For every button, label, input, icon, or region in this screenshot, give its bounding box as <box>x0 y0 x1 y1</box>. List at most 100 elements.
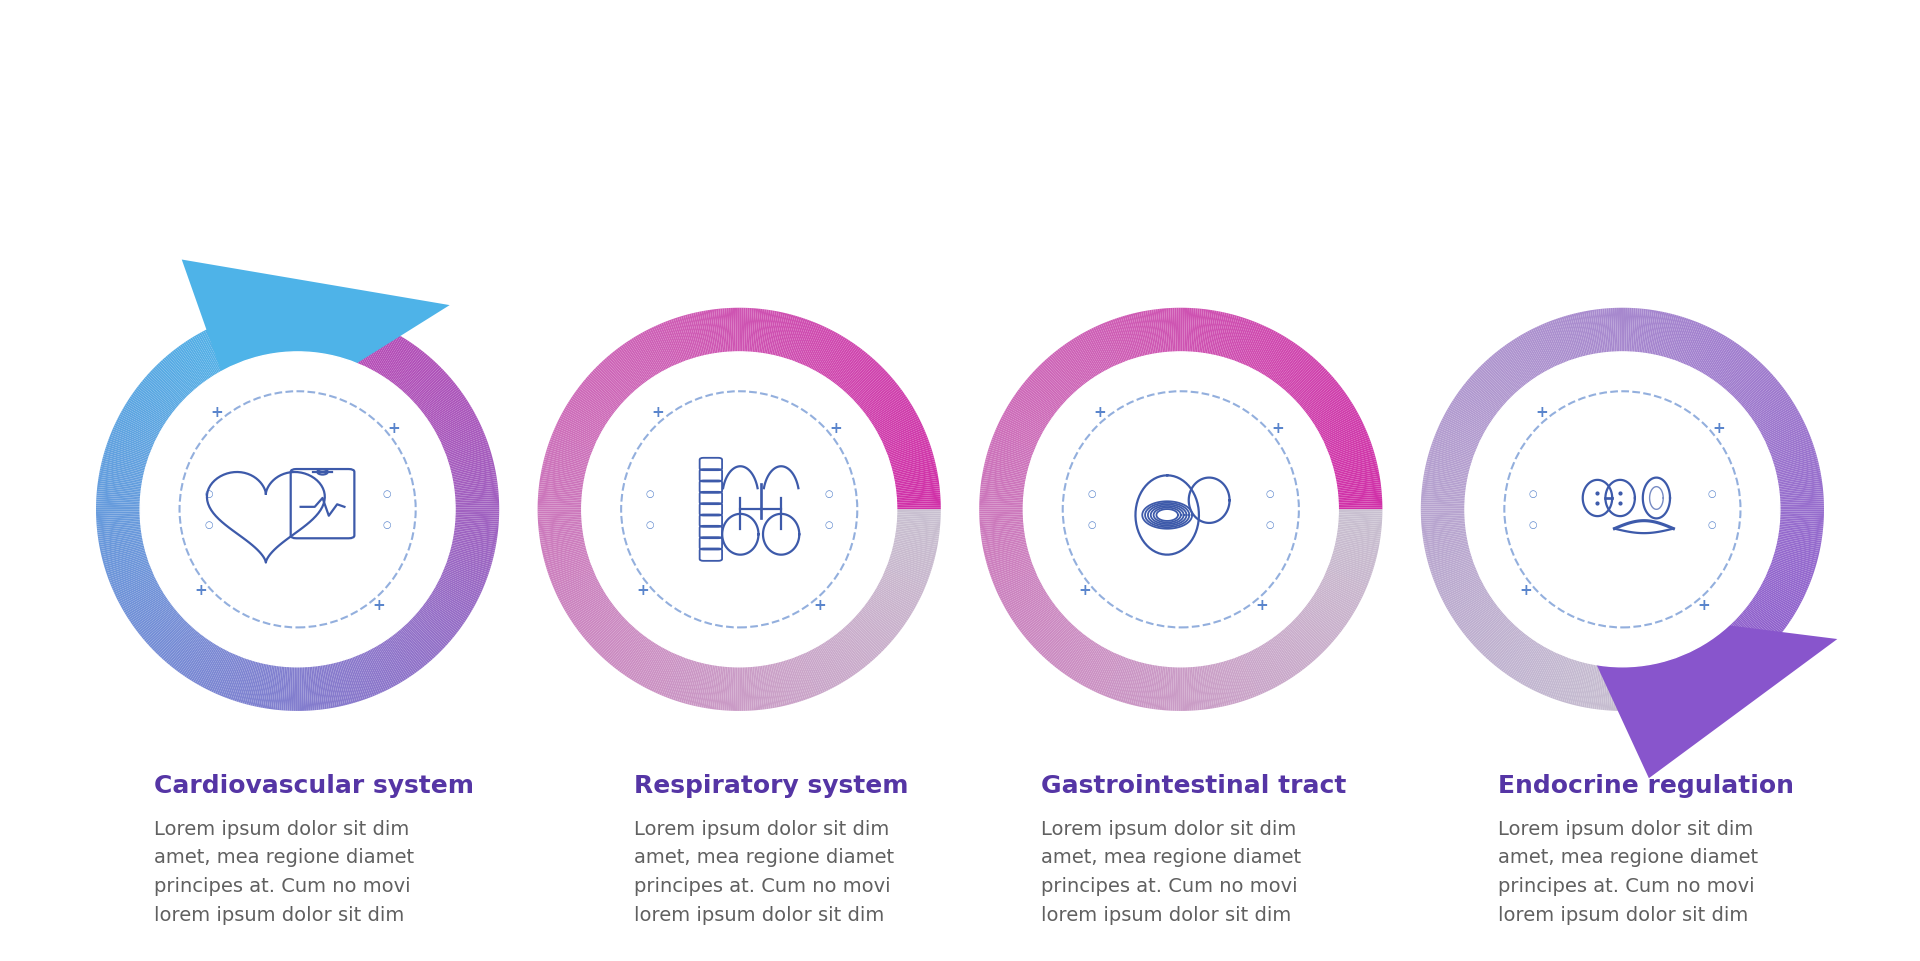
Polygon shape <box>1590 655 1599 708</box>
Polygon shape <box>1653 653 1665 706</box>
Polygon shape <box>307 656 313 710</box>
Polygon shape <box>1657 653 1672 705</box>
Polygon shape <box>1427 542 1478 555</box>
Polygon shape <box>1582 654 1594 707</box>
Polygon shape <box>618 346 653 390</box>
Polygon shape <box>1736 604 1778 640</box>
Polygon shape <box>104 453 156 469</box>
Polygon shape <box>225 321 246 372</box>
Polygon shape <box>1321 555 1373 574</box>
Polygon shape <box>541 467 595 480</box>
Polygon shape <box>1476 369 1517 407</box>
Polygon shape <box>1647 310 1659 364</box>
Polygon shape <box>1029 607 1071 644</box>
Polygon shape <box>100 535 152 547</box>
Polygon shape <box>405 609 445 648</box>
Polygon shape <box>833 354 870 396</box>
Polygon shape <box>271 655 280 709</box>
Polygon shape <box>540 527 593 534</box>
Polygon shape <box>1277 357 1313 399</box>
Polygon shape <box>1436 431 1486 454</box>
Polygon shape <box>100 473 152 484</box>
Polygon shape <box>301 657 303 711</box>
Polygon shape <box>1534 327 1559 377</box>
Polygon shape <box>1713 349 1747 393</box>
Polygon shape <box>768 653 781 707</box>
Polygon shape <box>129 398 175 429</box>
Polygon shape <box>1288 370 1329 408</box>
Polygon shape <box>1315 424 1363 448</box>
Polygon shape <box>545 451 597 468</box>
Polygon shape <box>614 350 649 393</box>
Polygon shape <box>1325 463 1377 477</box>
Polygon shape <box>1699 337 1730 384</box>
Polygon shape <box>440 552 492 569</box>
Polygon shape <box>1442 418 1490 444</box>
Polygon shape <box>1290 375 1332 411</box>
Polygon shape <box>1421 516 1475 521</box>
Polygon shape <box>1736 382 1780 416</box>
Polygon shape <box>605 619 641 660</box>
Polygon shape <box>540 476 593 486</box>
Polygon shape <box>359 326 382 375</box>
Polygon shape <box>609 623 645 665</box>
Polygon shape <box>883 467 937 480</box>
Polygon shape <box>154 613 194 653</box>
Polygon shape <box>434 431 484 453</box>
Polygon shape <box>549 558 601 578</box>
Polygon shape <box>399 616 438 656</box>
Polygon shape <box>1317 431 1367 454</box>
Polygon shape <box>1438 428 1488 451</box>
Polygon shape <box>1569 652 1584 704</box>
Polygon shape <box>102 462 154 477</box>
Polygon shape <box>563 580 611 608</box>
Polygon shape <box>349 320 369 371</box>
Polygon shape <box>440 547 493 563</box>
Polygon shape <box>1578 312 1592 365</box>
Polygon shape <box>887 519 941 524</box>
Polygon shape <box>877 561 927 581</box>
Polygon shape <box>1766 538 1820 551</box>
Polygon shape <box>1306 400 1352 431</box>
Polygon shape <box>1215 653 1231 705</box>
Polygon shape <box>98 527 152 534</box>
Polygon shape <box>735 657 737 711</box>
Polygon shape <box>175 348 209 392</box>
Polygon shape <box>409 606 449 643</box>
Polygon shape <box>376 634 407 680</box>
Polygon shape <box>874 426 924 449</box>
Polygon shape <box>121 581 169 609</box>
Polygon shape <box>1023 381 1068 416</box>
Polygon shape <box>1768 477 1822 487</box>
Polygon shape <box>989 554 1041 572</box>
Polygon shape <box>1244 643 1269 692</box>
Polygon shape <box>1263 631 1294 678</box>
Polygon shape <box>1012 590 1058 621</box>
Polygon shape <box>1002 414 1050 441</box>
Polygon shape <box>887 512 941 516</box>
Polygon shape <box>1640 309 1647 362</box>
Polygon shape <box>1073 338 1102 384</box>
Polygon shape <box>1536 643 1561 693</box>
Polygon shape <box>1745 590 1791 622</box>
Polygon shape <box>755 308 762 362</box>
Polygon shape <box>1584 311 1596 364</box>
Polygon shape <box>125 403 173 432</box>
Polygon shape <box>1229 318 1248 370</box>
Polygon shape <box>98 525 152 532</box>
Polygon shape <box>881 548 933 563</box>
Polygon shape <box>140 382 182 418</box>
Polygon shape <box>252 653 267 706</box>
Text: ○: ○ <box>824 488 833 499</box>
Polygon shape <box>774 653 789 705</box>
Polygon shape <box>1117 650 1135 702</box>
Polygon shape <box>1438 426 1488 450</box>
Polygon shape <box>1246 328 1271 377</box>
Polygon shape <box>384 628 419 672</box>
Polygon shape <box>835 356 872 398</box>
Polygon shape <box>1275 354 1311 396</box>
Polygon shape <box>1768 532 1822 543</box>
Polygon shape <box>989 445 1041 463</box>
Polygon shape <box>382 344 415 389</box>
Polygon shape <box>365 331 392 379</box>
